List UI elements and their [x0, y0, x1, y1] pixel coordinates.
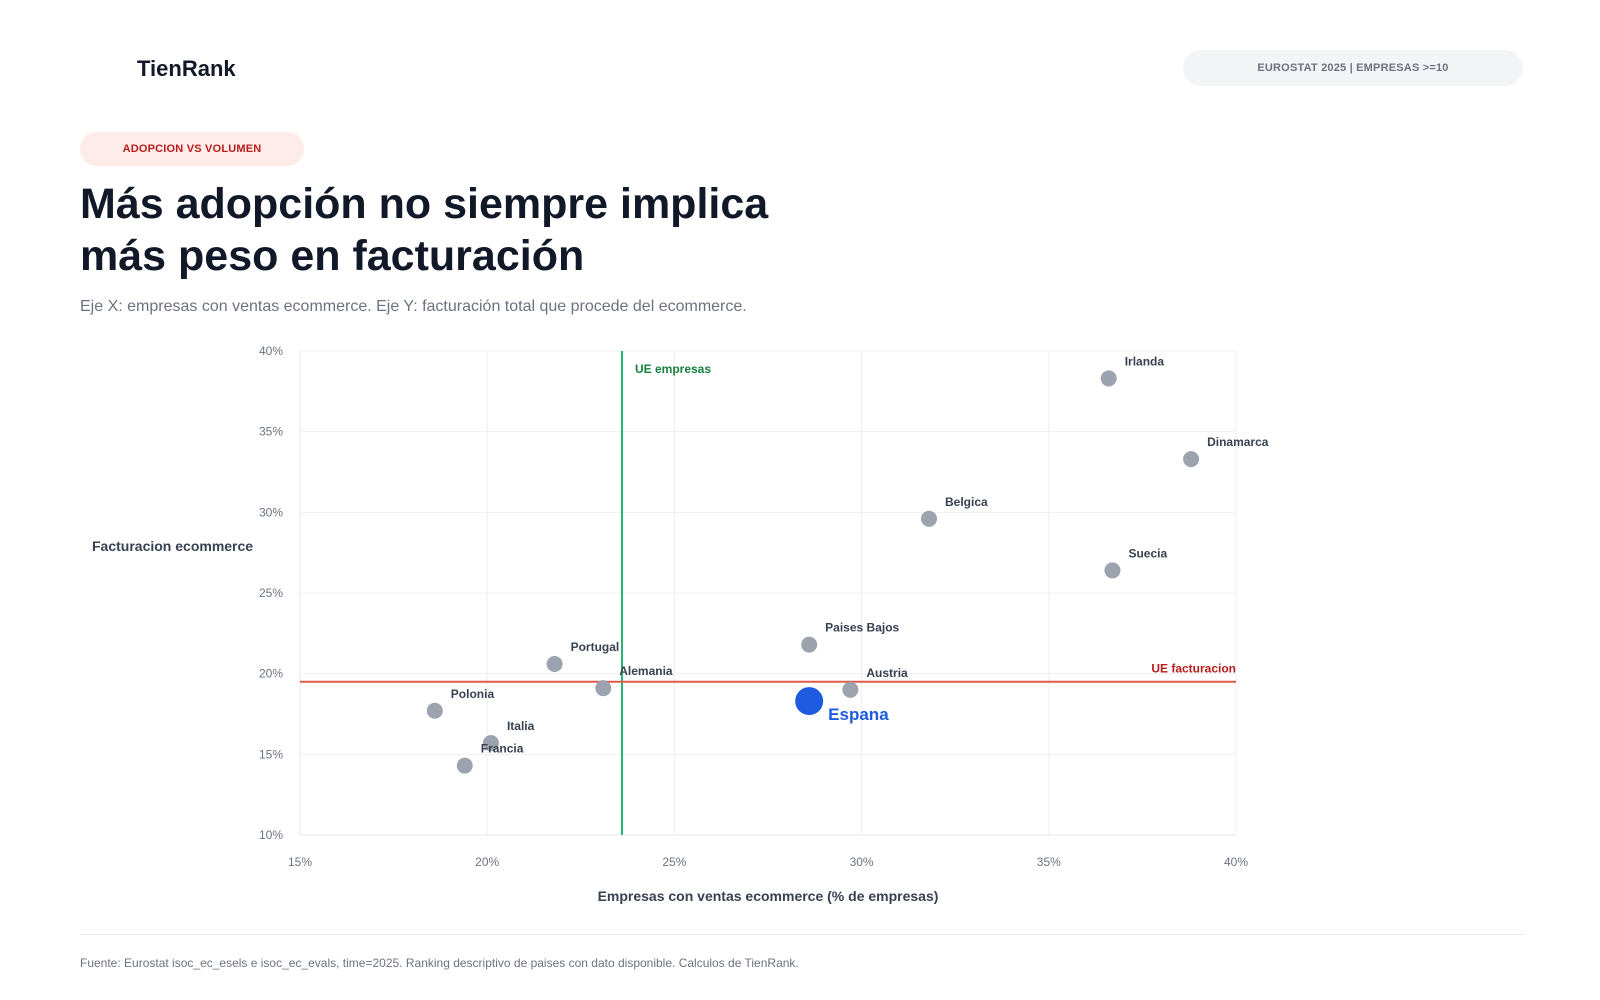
- data-point: [1104, 562, 1121, 579]
- data-point: [1100, 370, 1117, 387]
- data-point-label: Suecia: [1128, 546, 1167, 560]
- y-axis-label: Facturacion ecommerce: [92, 538, 254, 554]
- brand-logo-text: TienRank: [137, 56, 236, 81]
- data-point: [920, 510, 937, 527]
- section-tag: ADOPCION VS VOLUMEN: [80, 132, 304, 166]
- highlight-point: [795, 687, 824, 716]
- eu-companies-label: UE empresas: [635, 362, 711, 376]
- y-tick-label: 20%: [259, 667, 283, 681]
- y-tick-label: 30%: [259, 505, 283, 519]
- data-point: [842, 681, 859, 698]
- data-point-label: Francia: [481, 742, 524, 756]
- source-badge: EUROSTAT 2025 | EMPRESAS >=10: [1183, 50, 1523, 86]
- eu-revenue-label: UE facturacion: [1151, 662, 1236, 676]
- data-point-label: Dinamarca: [1207, 435, 1269, 449]
- x-tick-label: 40%: [1224, 855, 1248, 869]
- x-axis-label: Empresas con ventas ecommerce (% de empr…: [597, 888, 939, 904]
- x-tick-label: 30%: [850, 855, 874, 869]
- data-point: [482, 735, 499, 752]
- y-tick-label: 40%: [259, 344, 283, 358]
- data-point-label: Polonia: [451, 687, 495, 701]
- data-point-label: Irlanda: [1125, 354, 1165, 368]
- y-tick-label: 15%: [259, 747, 283, 761]
- data-point: [426, 702, 443, 719]
- data-point: [456, 757, 473, 774]
- data-point-label: Austria: [866, 666, 908, 680]
- data-point: [801, 636, 818, 653]
- data-point-label: Paises Bajos: [825, 621, 899, 635]
- x-tick-label: 20%: [475, 855, 499, 869]
- page-subtitle: Eje X: empresas con ventas ecommerce. Ej…: [80, 298, 747, 315]
- data-point-label: Alemania: [619, 664, 673, 678]
- x-tick-label: 35%: [1037, 855, 1061, 869]
- data-point: [546, 655, 563, 672]
- y-tick-label: 10%: [259, 828, 283, 842]
- x-tick-label: 25%: [662, 855, 686, 869]
- data-point: [595, 680, 612, 697]
- y-tick-label: 25%: [259, 586, 283, 600]
- x-tick-label: 15%: [288, 855, 312, 869]
- y-tick-label: 35%: [259, 425, 283, 439]
- data-point-label: Belgica: [945, 495, 988, 509]
- data-point-label: Italia: [507, 719, 535, 733]
- footer-source-note: Fuente: Eurostat isoc_ec_esels e isoc_ec…: [80, 956, 799, 970]
- page-title: Más adopción no siempre implica más peso…: [80, 180, 769, 280]
- data-point-label: Portugal: [571, 640, 620, 654]
- data-point: [1183, 451, 1200, 468]
- footer-divider: [80, 934, 1524, 935]
- highlight-point-label: Espana: [828, 705, 889, 724]
